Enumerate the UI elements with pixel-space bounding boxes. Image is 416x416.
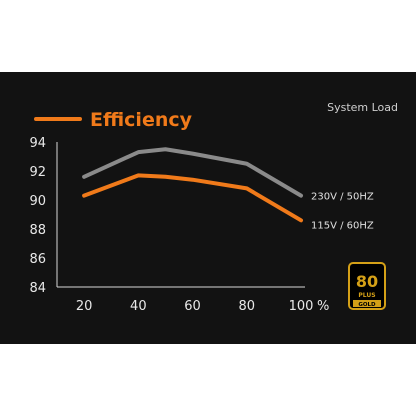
- chart-panel: Efficiency System Load 84 86 88 90 92 94 20 40…: [0, 72, 416, 344]
- x-unit-label: %: [317, 299, 329, 314]
- efficiency-chart: Efficiency System Load 84 86 88 90 92 94 20 40…: [29, 101, 398, 314]
- x-tick-label: 20: [76, 299, 93, 314]
- chart-title: Efficiency: [90, 109, 193, 131]
- series-label-0: 230V / 50HZ: [311, 192, 374, 203]
- series-label-group: 230V / 50HZ 115V / 60HZ: [311, 192, 374, 232]
- x-tick-label: 40: [130, 299, 147, 314]
- series-line-0: [82, 147, 303, 198]
- y-tick-label: 90: [29, 194, 46, 209]
- series-group: [82, 147, 303, 223]
- series-label-1: 115V / 60HZ: [311, 220, 374, 231]
- badge-number: 80: [356, 272, 378, 291]
- series-line-1: [82, 173, 303, 223]
- x-axis-label: System Load: [327, 101, 398, 114]
- y-tick-label: 84: [29, 281, 46, 296]
- x-tick-group: 20 40 60 80 100%: [76, 299, 330, 314]
- y-tick-group: 84 86 88 90 92 94: [29, 136, 46, 296]
- badge-tier: GOLD: [358, 302, 376, 308]
- 80-plus-gold-badge: 80 PLUS GOLD: [348, 262, 386, 310]
- badge-plus: PLUS: [358, 292, 375, 299]
- y-tick-label: 92: [29, 165, 46, 180]
- x-tick-label: 80: [239, 299, 256, 314]
- x-tick-label: 100: [289, 299, 314, 314]
- x-tick-label: 60: [184, 299, 201, 314]
- y-tick-label: 86: [29, 252, 46, 267]
- y-tick-label: 88: [29, 223, 46, 238]
- y-tick-label: 94: [29, 136, 46, 151]
